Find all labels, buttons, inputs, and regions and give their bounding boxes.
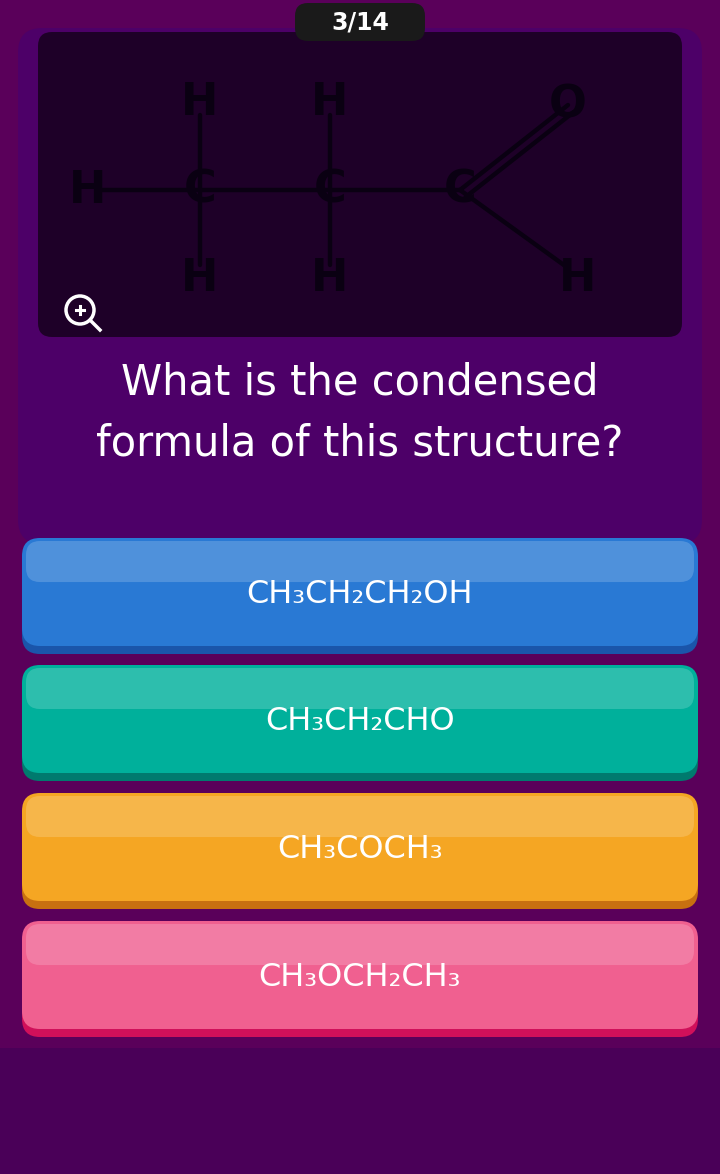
FancyBboxPatch shape <box>38 32 682 337</box>
Text: CH₃OCH₂CH₃: CH₃OCH₂CH₃ <box>258 962 462 992</box>
FancyBboxPatch shape <box>0 1048 720 1174</box>
Text: H: H <box>69 169 107 211</box>
FancyBboxPatch shape <box>22 664 698 772</box>
FancyBboxPatch shape <box>295 4 425 41</box>
FancyBboxPatch shape <box>22 673 698 781</box>
Text: C: C <box>314 169 346 211</box>
FancyBboxPatch shape <box>26 541 694 582</box>
Text: CH₃COCH₃: CH₃COCH₃ <box>277 834 443 864</box>
FancyBboxPatch shape <box>18 28 702 544</box>
Text: CH₃CH₂CH₂OH: CH₃CH₂CH₂OH <box>247 579 473 609</box>
FancyBboxPatch shape <box>26 924 694 965</box>
Text: 3/14: 3/14 <box>331 11 389 34</box>
Text: C: C <box>444 169 477 211</box>
FancyBboxPatch shape <box>22 792 698 900</box>
Text: What is the condensed
formula of this structure?: What is the condensed formula of this st… <box>96 362 624 465</box>
FancyBboxPatch shape <box>26 668 694 709</box>
Text: H: H <box>311 256 348 299</box>
Text: H: H <box>559 256 597 299</box>
FancyBboxPatch shape <box>22 801 698 909</box>
Text: H: H <box>311 81 348 123</box>
FancyBboxPatch shape <box>22 546 698 654</box>
Text: O: O <box>549 83 587 127</box>
FancyBboxPatch shape <box>26 796 694 837</box>
Text: CH₃CH₂CHO: CH₃CH₂CHO <box>265 706 455 736</box>
FancyBboxPatch shape <box>22 929 698 1037</box>
FancyBboxPatch shape <box>22 920 698 1028</box>
Text: H: H <box>181 81 219 123</box>
FancyBboxPatch shape <box>22 538 698 646</box>
Text: C: C <box>184 169 217 211</box>
Text: H: H <box>181 256 219 299</box>
